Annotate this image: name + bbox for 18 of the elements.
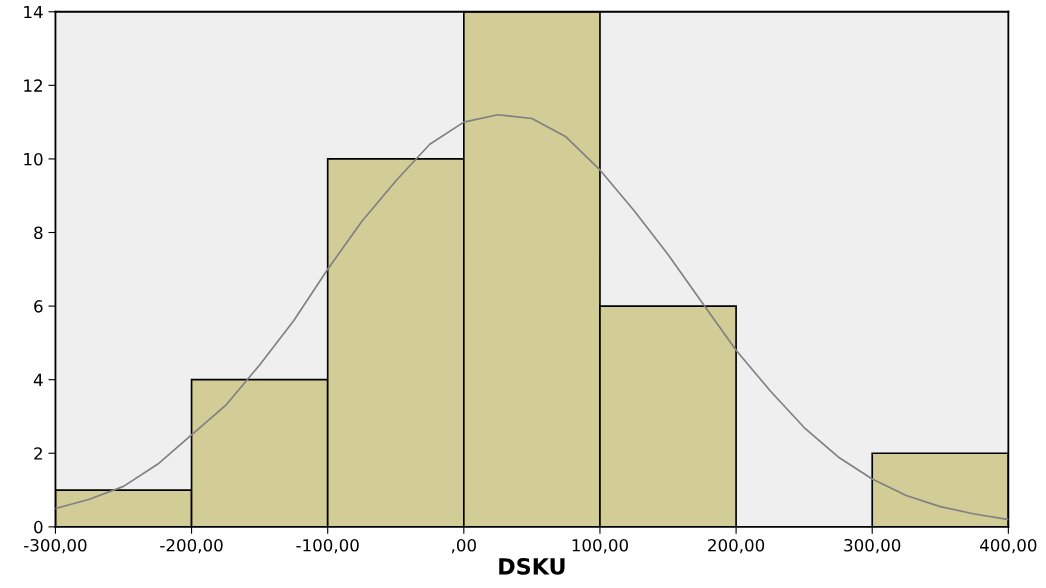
y-tick-label: 14	[24, 5, 43, 19]
y-tick-label: 0	[34, 520, 43, 534]
x-tick-label: -200,00	[160, 538, 223, 554]
x-tick-label: 200,00	[708, 538, 765, 554]
y-tick-label: 10	[24, 152, 43, 166]
y-tick-label: 6	[34, 300, 43, 313]
line-series	[55, 113, 1009, 521]
y-tick-label: 4	[33, 373, 43, 387]
x-tick-label: 100,00	[572, 538, 629, 554]
x-tick-label: ,00	[451, 538, 476, 554]
x-tick-label: -300,00	[24, 538, 87, 554]
x-tick-label: -100,00	[296, 538, 359, 554]
x-tick-label: 400,00	[980, 538, 1037, 554]
y-tick-label: 12	[24, 79, 42, 92]
x-tick-label: 300,00	[844, 538, 901, 554]
y-tick-label: 8	[34, 226, 43, 240]
y-tick-label: 2	[34, 447, 42, 460]
x-axis-title: DSKU	[499, 557, 565, 575]
